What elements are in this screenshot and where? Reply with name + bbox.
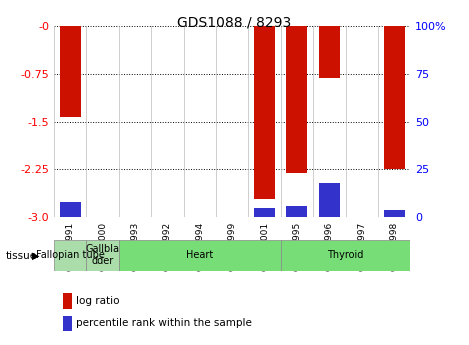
Bar [281,240,410,271]
Text: Thyroid: Thyroid [327,250,364,260]
Text: ▶: ▶ [32,251,39,261]
Bar [60,202,81,217]
Bar [287,26,308,172]
Bar [254,26,275,199]
Bar [384,210,405,217]
Bar [287,206,308,217]
Bar [86,240,119,271]
Bar [384,26,405,169]
Text: Fallopian tube: Fallopian tube [36,250,105,260]
Text: tissue: tissue [6,251,37,261]
Text: Heart: Heart [186,250,213,260]
Bar [119,240,281,271]
Text: Gallbla
dder: Gallbla dder [85,245,120,266]
Bar [319,183,340,217]
Bar [319,26,340,78]
Bar [60,26,81,117]
Bar [54,240,86,271]
Bar [254,208,275,217]
Text: log ratio: log ratio [76,296,119,306]
Text: percentile rank within the sample: percentile rank within the sample [76,318,251,328]
Text: GDS1088 / 8293: GDS1088 / 8293 [177,16,292,30]
